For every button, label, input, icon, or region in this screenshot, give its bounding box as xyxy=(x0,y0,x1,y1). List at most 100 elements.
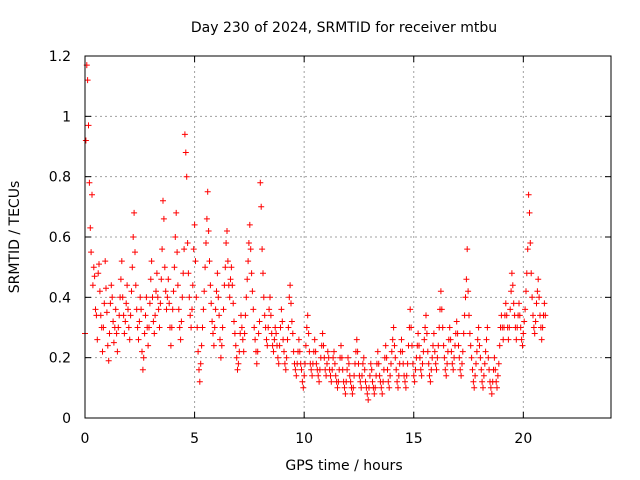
data-point xyxy=(273,330,280,337)
data-point xyxy=(374,348,381,355)
data-point xyxy=(103,285,109,292)
data-point xyxy=(389,336,396,343)
data-point xyxy=(319,330,326,337)
data-point xyxy=(114,348,121,355)
data-point xyxy=(338,342,344,349)
data-point xyxy=(463,276,470,283)
data-point xyxy=(351,372,358,379)
data-point xyxy=(113,330,120,337)
data-point xyxy=(260,270,266,277)
data-point xyxy=(312,348,319,355)
data-point xyxy=(267,294,273,301)
data-point xyxy=(529,294,536,301)
y-tick-label: 0 xyxy=(62,411,71,427)
data-point xyxy=(494,384,500,391)
data-point xyxy=(191,221,198,228)
data-point xyxy=(254,348,261,355)
data-point xyxy=(535,276,542,283)
data-point xyxy=(435,342,442,349)
data-point xyxy=(487,384,494,391)
data-point xyxy=(188,324,195,331)
data-point xyxy=(459,348,466,355)
data-point xyxy=(502,300,509,307)
data-point xyxy=(308,366,315,373)
data-point xyxy=(364,390,371,397)
data-point xyxy=(503,312,510,319)
data-point xyxy=(266,306,273,313)
data-point xyxy=(203,240,209,246)
data-point xyxy=(524,246,531,253)
data-point xyxy=(395,372,402,379)
data-point xyxy=(151,330,158,337)
data-point xyxy=(214,270,221,277)
data-point xyxy=(334,384,341,391)
data-point xyxy=(137,294,144,301)
data-point xyxy=(88,249,95,256)
data-point xyxy=(229,282,236,289)
data-point xyxy=(193,294,200,301)
data-point xyxy=(263,336,270,343)
data-point xyxy=(475,324,482,331)
y-axis-label: SRMTID / TECUs xyxy=(7,181,23,294)
data-point xyxy=(242,312,249,319)
data-point xyxy=(174,282,181,289)
data-point xyxy=(124,282,131,289)
data-point xyxy=(462,294,469,301)
data-point xyxy=(316,378,323,385)
data-point xyxy=(327,372,334,379)
data-point xyxy=(138,306,145,313)
data-point xyxy=(419,360,426,367)
data-point xyxy=(521,318,528,325)
data-point xyxy=(231,330,238,337)
data-point xyxy=(224,228,230,234)
data-point xyxy=(311,336,318,343)
data-point xyxy=(108,282,115,289)
data-point xyxy=(170,288,177,295)
data-point xyxy=(177,336,184,343)
data-point xyxy=(388,348,395,355)
data-point xyxy=(127,312,134,319)
data-point xyxy=(115,324,122,331)
data-point xyxy=(271,336,278,343)
data-point xyxy=(156,324,163,331)
data-point xyxy=(474,336,481,343)
data-point xyxy=(281,348,287,355)
data-point xyxy=(395,384,401,391)
x-tick-label: 5 xyxy=(190,431,199,447)
data-point xyxy=(354,348,361,355)
data-point xyxy=(233,354,240,361)
data-point xyxy=(425,360,432,367)
data-point xyxy=(398,336,405,343)
data-point xyxy=(451,354,458,361)
data-point xyxy=(99,348,106,355)
data-point xyxy=(246,221,253,228)
data-point xyxy=(248,270,255,277)
data-point xyxy=(447,336,454,343)
data-point xyxy=(282,366,289,373)
data-point xyxy=(272,324,279,331)
data-point xyxy=(130,234,137,240)
data-point xyxy=(265,324,272,331)
data-point xyxy=(96,288,103,295)
data-point xyxy=(145,342,152,349)
grid-lines xyxy=(85,56,611,418)
data-point xyxy=(468,354,475,361)
data-point xyxy=(454,330,461,337)
data-point xyxy=(361,366,368,373)
data-point xyxy=(541,300,548,307)
data-point xyxy=(251,324,258,331)
data-point xyxy=(219,324,226,331)
data-point xyxy=(184,240,191,246)
data-point xyxy=(140,354,147,361)
data-point xyxy=(437,288,444,295)
y-tick-label: 1.2 xyxy=(49,49,71,65)
data-point xyxy=(264,342,271,349)
data-point xyxy=(106,330,113,337)
data-point xyxy=(345,360,352,367)
data-point xyxy=(387,372,394,379)
data-point xyxy=(120,312,127,319)
data-point xyxy=(147,276,154,283)
data-point xyxy=(442,366,449,373)
data-point xyxy=(505,336,512,343)
